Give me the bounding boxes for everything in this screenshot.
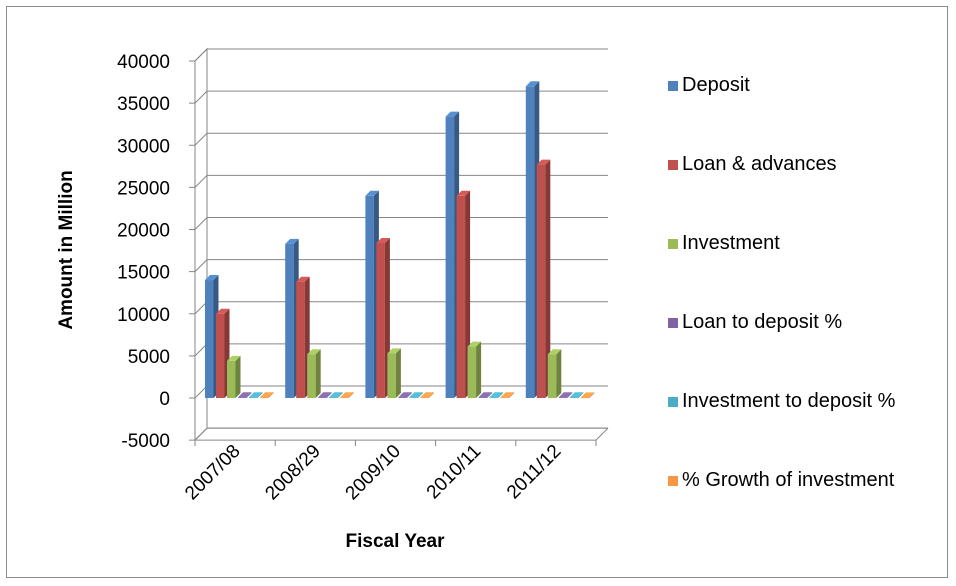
bar	[307, 349, 321, 398]
gridline	[194, 90, 608, 104]
bar	[227, 355, 241, 398]
gridline	[194, 132, 608, 146]
y-tick-label: 0	[159, 389, 170, 410]
floor-right-edge	[595, 427, 609, 441]
y-tick-labels: -5000 0 5000 10000 15000 20000 25000 30000 35000…	[117, 52, 170, 452]
x-tick-label: 2011/12	[503, 441, 565, 503]
x-tick-labels: 2007/08 2008/29 2009/10 2010/11 2011/12	[181, 441, 565, 504]
legend-swatch	[668, 318, 678, 328]
legend-item: Loan & advances	[668, 153, 837, 175]
bar	[249, 392, 263, 398]
legend-item: Loan to deposit %	[668, 311, 842, 333]
legend-label: Investment	[682, 232, 780, 254]
legend-label: Loan & advances	[682, 153, 837, 175]
y-tick-label: 15000	[117, 263, 170, 284]
chart-frame	[6, 6, 948, 578]
legend-item: % Growth of investment	[668, 469, 895, 491]
bar	[467, 341, 482, 398]
legend-item: Investment	[668, 232, 780, 254]
y-tick-label: 40000	[117, 52, 170, 73]
legend-label: Loan to deposit %	[682, 311, 842, 333]
x-tick-label: 2010/11	[423, 441, 485, 503]
bar	[398, 392, 412, 398]
legend-swatch	[668, 160, 678, 170]
bars	[205, 81, 595, 399]
x-tick-label: 2009/10	[342, 441, 405, 504]
legend: Deposit Loan & advances Investment Loan to …	[668, 74, 896, 491]
bar	[500, 392, 515, 398]
x-tick-label: 2007/08	[181, 441, 244, 504]
x-tick-label: 2008/29	[261, 441, 324, 504]
bar	[329, 392, 343, 398]
x-axis-title: Fiscal Year	[346, 531, 446, 552]
gridline	[194, 48, 608, 62]
bar	[409, 392, 423, 398]
y-tick-label: -5000	[121, 431, 170, 452]
bar	[420, 392, 434, 398]
bar	[478, 392, 493, 398]
gridline	[194, 174, 608, 188]
bar	[238, 392, 252, 398]
y-tick-label: 30000	[117, 136, 170, 157]
y-tick-label: 20000	[117, 221, 170, 242]
y-axis-title: Amount in Million	[56, 170, 77, 329]
legend-swatch	[668, 239, 678, 249]
bar	[569, 392, 584, 398]
legend-item: Investment to deposit %	[668, 390, 896, 412]
bar	[340, 392, 354, 398]
bar	[318, 392, 332, 398]
gridline	[194, 217, 608, 230]
bar	[260, 392, 274, 398]
legend-label: Investment to deposit %	[682, 390, 896, 412]
bar	[558, 392, 573, 398]
legend-label: % Growth of investment	[682, 469, 895, 491]
y-tick-label: 35000	[117, 94, 170, 115]
bar	[547, 349, 562, 398]
bar	[536, 159, 551, 398]
gridline	[194, 427, 608, 441]
y-tick-label: 10000	[117, 305, 170, 326]
bar	[387, 348, 401, 398]
legend-label: Deposit	[682, 74, 750, 96]
y-tick-label: 5000	[128, 347, 170, 368]
gridline	[194, 259, 608, 272]
legend-swatch	[668, 476, 678, 486]
legend-item: Deposit	[668, 74, 750, 96]
bar	[580, 392, 595, 399]
y-tick-label: 25000	[117, 178, 170, 199]
bar	[489, 392, 504, 398]
legend-swatch	[668, 397, 678, 407]
legend-swatch	[668, 81, 678, 91]
